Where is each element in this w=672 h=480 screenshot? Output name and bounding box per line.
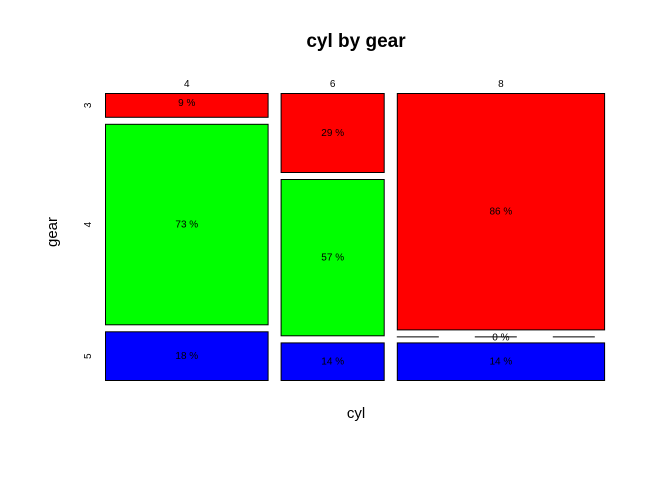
chart-title: cyl by gear bbox=[306, 31, 406, 52]
x-tick-6: 6 bbox=[330, 79, 336, 90]
tile-cyl4-gear4 bbox=[105, 123, 269, 326]
plot-area: 4 9 % 3 73 % 4 18 % 5 6 29 % 57 % 14 % 8 86 % 0 % 14 % bbox=[83, 79, 606, 381]
tile-cyl4-gear5 bbox=[105, 331, 269, 381]
pct-label: 14 % bbox=[321, 357, 344, 368]
pct-label: 0 % bbox=[492, 332, 509, 343]
pct-label: 14 % bbox=[490, 357, 513, 368]
x-tick-4: 4 bbox=[184, 79, 190, 90]
pct-label: 86 % bbox=[490, 207, 513, 218]
pct-label: 73 % bbox=[175, 220, 198, 231]
x-axis-label: cyl bbox=[347, 405, 365, 422]
tile-cyl6-gear3 bbox=[280, 93, 385, 173]
tile-cyl4-gear3 bbox=[105, 93, 269, 118]
tile-cyl8-gear3 bbox=[396, 93, 606, 331]
pct-label: 57 % bbox=[321, 253, 344, 264]
pct-label: 29 % bbox=[321, 128, 344, 139]
pct-label: 18 % bbox=[175, 351, 198, 362]
y-tick-3: 3 bbox=[83, 102, 94, 108]
y-tick-5: 5 bbox=[83, 353, 94, 359]
y-axis-label: gear bbox=[44, 217, 61, 247]
tile-cyl8-gear5 bbox=[396, 342, 606, 381]
tile-cyl6-gear4 bbox=[280, 179, 385, 337]
tile-cyl6-gear5 bbox=[280, 342, 385, 381]
y-tick-4: 4 bbox=[83, 221, 94, 227]
pct-label: 9 % bbox=[178, 98, 195, 109]
x-tick-8: 8 bbox=[498, 79, 504, 90]
